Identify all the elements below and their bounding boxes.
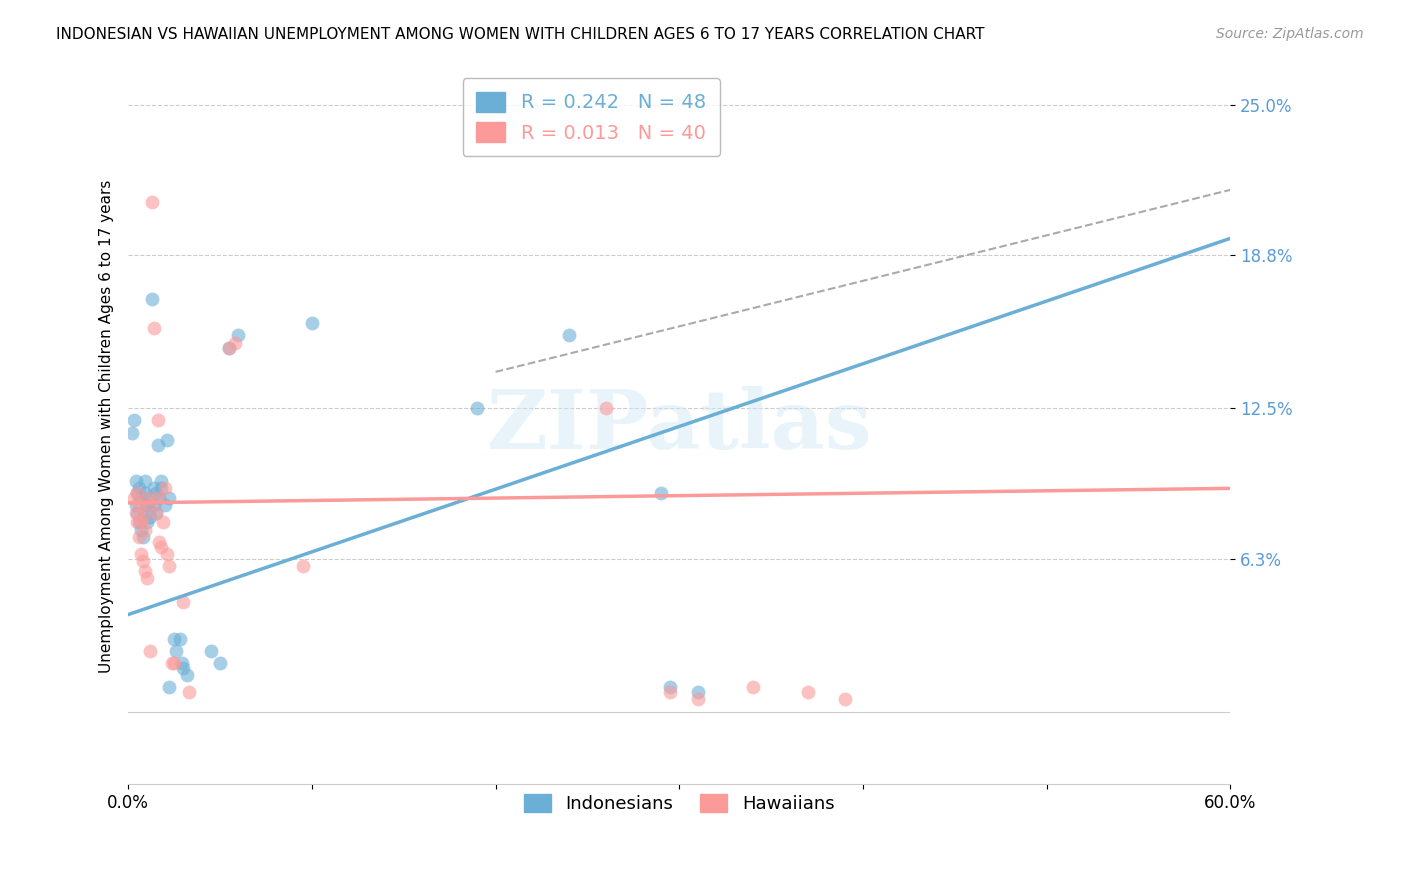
Point [291,559,314,574]
Text: Source: ZipAtlas.com: Source: ZipAtlas.com [1216,27,1364,41]
Point [163,632,186,646]
Point [650,486,672,500]
Point [135,499,157,513]
Point [134,474,156,488]
Point [139,510,162,524]
Point [129,491,152,505]
Point [741,681,763,695]
Point [163,656,186,670]
Point [224,335,246,350]
Point [153,499,176,513]
Point [138,491,160,505]
Point [132,510,155,524]
Y-axis label: Unemployment Among Women with Children Ages 6 to 17 years: Unemployment Among Women with Children A… [100,180,114,673]
Point [595,401,617,416]
Point [129,547,152,561]
Point [157,681,180,695]
Point [169,632,191,646]
Point [148,534,170,549]
Point [172,595,194,609]
Text: INDONESIAN VS HAWAIIAN UNEMPLOYMENT AMONG WOMEN WITH CHILDREN AGES 6 TO 17 YEARS: INDONESIAN VS HAWAIIAN UNEMPLOYMENT AMON… [56,27,984,42]
Point [145,506,167,520]
Point [150,540,173,554]
Point [146,438,169,452]
Point [135,571,157,585]
Point [145,506,167,520]
Point [157,491,180,505]
Point [686,692,709,706]
Point [834,692,856,706]
Text: ZIPatlas: ZIPatlas [486,386,872,467]
Point [146,491,169,505]
Point [132,510,155,524]
Point [152,516,174,530]
Point [134,486,156,500]
Point [301,316,323,330]
Point [145,486,167,500]
Point [218,341,240,355]
Point [138,499,160,513]
Point [146,413,169,427]
Point [156,433,179,447]
Point [127,506,149,520]
Point [141,194,163,209]
Point [127,516,149,530]
Point [177,685,200,699]
Point [143,481,166,495]
Point [153,481,176,495]
Point [162,656,184,670]
Point [465,401,488,416]
Point [124,474,146,488]
Point [129,516,152,530]
Point [170,656,193,670]
Point [122,413,145,427]
Point [129,523,152,537]
Point [128,516,150,530]
Point [134,523,156,537]
Point [200,644,222,658]
Point [132,530,155,544]
Point [143,499,166,513]
Point [156,547,179,561]
Point [132,554,155,568]
Point [127,486,149,500]
Point [128,481,150,495]
Point [165,644,187,658]
Point [143,321,166,335]
Legend: Indonesians, Hawaiians: Indonesians, Hawaiians [512,780,848,825]
Point [228,328,250,343]
Point [135,516,157,530]
Point [122,491,145,505]
Point [157,559,180,574]
Point [659,681,682,695]
Point [686,685,709,699]
Point [138,499,160,513]
Point [209,656,232,670]
Point [176,668,198,682]
Point [148,491,170,505]
Point [659,685,682,699]
Point [124,506,146,520]
Point [150,481,173,495]
Point [150,474,173,488]
Point [138,491,160,505]
Point [134,564,156,578]
Point [797,685,820,699]
Point [172,661,194,675]
Point [139,644,162,658]
Point [124,499,146,513]
Point [127,486,149,500]
Point [128,499,150,513]
Point [218,341,240,355]
Point [121,425,143,440]
Point [141,292,163,306]
Point [128,530,150,544]
Point [558,328,581,343]
